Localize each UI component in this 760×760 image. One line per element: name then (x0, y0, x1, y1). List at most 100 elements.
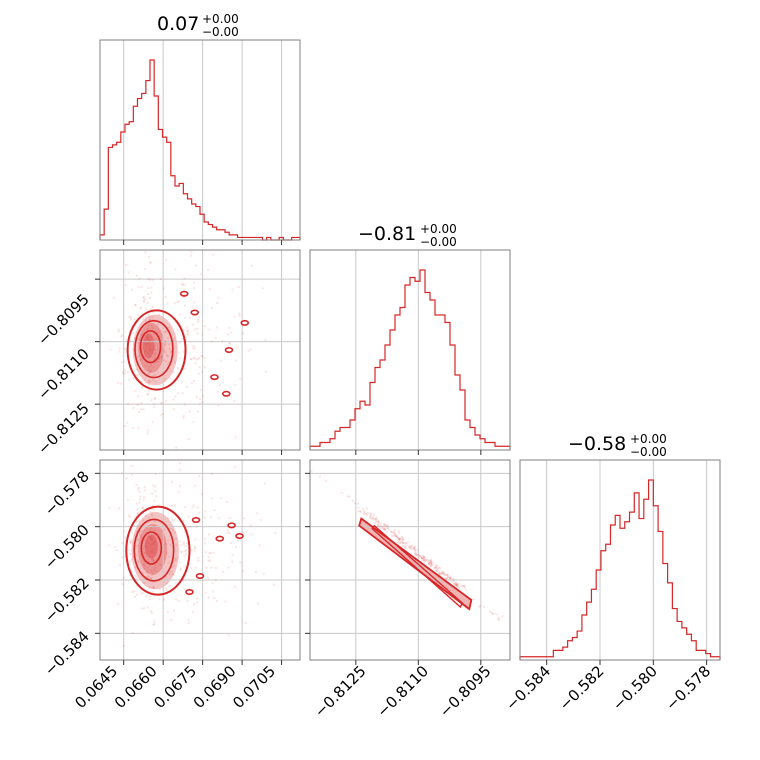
scatter-p1-p3-point-57 (152, 568, 155, 571)
scatter-p1-p3-point-60 (204, 537, 207, 540)
scatter-p1-p2-point-191 (159, 402, 162, 405)
scatter-p1-p3-point-246 (130, 558, 133, 561)
scatter-p1-p3-point-79 (204, 542, 207, 545)
scatter-p1-p3-point-191 (133, 595, 136, 598)
scatter-p1-p3-point-378 (236, 534, 239, 537)
scatter-p1-p3-point-242 (167, 539, 170, 542)
scatter-p2-p3-point-38 (404, 542, 407, 545)
scatter-p1-p3-point-272 (153, 519, 156, 522)
scatter-p2-p3-point-0 (429, 560, 432, 563)
scatter-p1-p3-point-264 (257, 602, 260, 605)
scatter-p1-p2-point-355 (146, 328, 149, 331)
scatter-p1-p2-point-330 (145, 335, 148, 338)
scatter-p2-p3-point-197 (363, 511, 366, 514)
scatter-p2-p3-point-250 (407, 541, 410, 544)
scatter-p1-p3-point-41 (141, 591, 144, 594)
scatter-p1-p2-point-190 (190, 381, 193, 384)
scatter-p1-p2-point-71 (159, 332, 162, 335)
scatter-p1-p2-point-323 (147, 293, 150, 296)
scatter-p2-p3-point-220 (393, 528, 396, 531)
scatter-p1-p3-point-295 (183, 506, 186, 509)
scatter-p1-p2-point-277 (181, 283, 184, 286)
scatter-p1-p3-point-212 (149, 569, 152, 572)
scatter-p1-p2-point-228 (166, 354, 169, 357)
scatter-p1-p3-point-117 (148, 598, 151, 601)
scatter-p1-p3-point-275 (213, 597, 216, 600)
scatter-p2-p3-point-79 (436, 567, 439, 570)
scatter-p1-p3-point-23 (141, 507, 144, 510)
scatter-p1-p3-point-290 (143, 567, 146, 570)
scatter-p1-p2-point-273 (178, 341, 181, 344)
scatter-p1-p3-point-58 (244, 622, 247, 625)
scatter-p1-p3-point-152 (144, 544, 147, 547)
scatter-p1-p3-point-135 (129, 540, 132, 543)
scatter-p2-p3-point-121 (354, 502, 357, 505)
scatter-p1-p2-point-118 (132, 348, 135, 351)
scatter-p1-p2-point-25 (140, 347, 143, 350)
scatter-p2-p3-point-164 (479, 604, 482, 607)
scatter-p1-p2-point-148 (144, 298, 147, 301)
scatter-p1-p2-point-262 (141, 333, 144, 336)
scatter-p2-p3-point-257 (395, 535, 398, 538)
scatter-p1-p3-point-257 (130, 473, 133, 476)
scatter-p1-p2-point-335 (145, 342, 148, 345)
scatter-p1-p3-point-163 (249, 524, 252, 527)
scatter-p1-p2-point-157 (164, 343, 167, 346)
scatter-p2-p3-point-2 (462, 584, 465, 587)
scatter-p2-p3-point-195 (403, 545, 406, 548)
scatter-p2-p3-point-153 (436, 564, 439, 567)
scatter-p1-p2-point-210 (193, 380, 196, 383)
scatter-p1-p2-point-77 (159, 414, 162, 417)
scatter-p2-p3-point-219 (367, 512, 370, 515)
scatter-p1-p3-point-17 (227, 566, 230, 569)
contour-island-8 (215, 535, 225, 542)
panel-frame-2-1 (309, 459, 511, 661)
scatter-p1-p3-point-148 (150, 550, 153, 553)
scatter-p2-p3-point-140 (359, 510, 362, 513)
scatter-p2-p3-point-124 (377, 520, 380, 523)
scatter-p1-p3-point-34 (149, 577, 152, 580)
scatter-p1-p3-point-199 (142, 519, 145, 522)
scatter-p2-p3-point-196 (401, 542, 404, 545)
scatter-p1-p3-point-184 (207, 533, 210, 536)
scatter-p1-p3-point-376 (262, 572, 265, 575)
scatter-p2-p3-point-117 (423, 556, 426, 559)
scatter-p1-p3-point-118 (130, 464, 133, 467)
scatter-p1-p3-point-363 (258, 544, 261, 547)
scatter-p1-p2-point-357 (170, 350, 173, 353)
scatter-p1-p2-point-62 (150, 324, 153, 327)
scatter-p1-p2-point-199 (190, 251, 193, 254)
scatter-p1-p3-point-162 (128, 548, 131, 551)
scatter-p2-p3-point-28 (440, 572, 443, 575)
scatter-p1-p3-point-336 (138, 490, 141, 493)
scatter-p2-p3-point-48 (401, 541, 404, 544)
scatter-p1-p2-point-51 (166, 302, 169, 305)
scatter-p1-p2-point-279 (187, 438, 190, 441)
scatter-p1-p2-point-369 (186, 326, 189, 329)
scatter-p2-p3-point-42 (378, 524, 381, 527)
contour-island-0 (179, 290, 189, 297)
scatter-p1-p2-point-142 (157, 313, 160, 316)
scatter-p1-p3-point-318 (141, 607, 144, 610)
scatter-p2-p3-point-233 (413, 545, 416, 548)
scatter-p1-p2-point-240 (164, 331, 167, 334)
scatter-p1-p3-point-256 (274, 532, 277, 535)
scatter-p1-p2-point-147 (142, 296, 145, 299)
scatter-p2-p3-point-211 (341, 491, 344, 494)
scatter-p2-p3-point-152 (377, 523, 380, 526)
contour-island-9 (235, 532, 244, 539)
scatter-p1-p2-point-187 (212, 253, 215, 256)
scatter-p1-p2-point-338 (203, 357, 206, 360)
scatter-p1-p2-point-15 (197, 320, 200, 323)
scatter-p1-p2-point-27 (228, 342, 231, 345)
scatter-p1-p2-point-48 (144, 381, 147, 384)
scatter-p1-p2-point-337 (148, 370, 151, 373)
scatter-p2-p3-point-186 (399, 538, 402, 541)
scatter-p2-p3-point-189 (400, 540, 403, 543)
scatter-p1-p2-point-361 (121, 370, 124, 373)
scatter-p1-p3-point-327 (129, 568, 132, 571)
scatter-p1-p3-point-146 (173, 609, 176, 612)
scatter-p2-p3-point-144 (382, 527, 385, 530)
axis-ticks (95, 240, 708, 665)
scatter-p1-p3-point-21 (171, 573, 174, 576)
